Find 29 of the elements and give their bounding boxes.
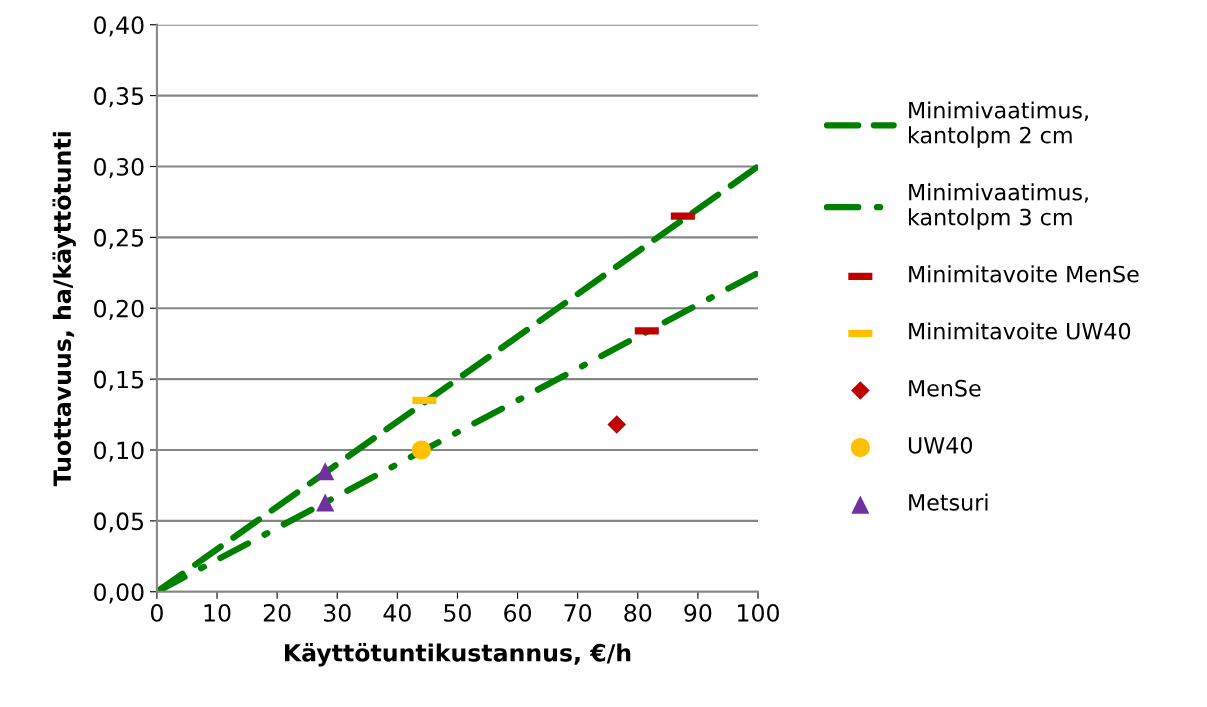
legend-label: Metsuri [909, 493, 988, 511]
x-tick-label: 50 [444, 603, 471, 622]
x-tick-label: 70 [564, 603, 592, 622]
x-tick-label: 10 [204, 603, 231, 622]
x-tick-label: 0 [150, 603, 163, 622]
y-tick-label: 0,05 [94, 512, 144, 533]
y-tick-label: 0,35 [94, 87, 144, 108]
y-tick-label: 0,15 [94, 370, 144, 391]
x-tick-label: 20 [263, 603, 291, 622]
y-tick-label: 0,30 [94, 157, 144, 179]
x-tick-label: 100 [738, 603, 779, 622]
x-tick-label: 80 [624, 603, 652, 622]
x-tick-label: 30 [324, 603, 351, 622]
y-tick-label: 0,20 [94, 299, 144, 320]
legend-label: UW40 [908, 436, 973, 454]
x-tick-label: 90 [684, 603, 712, 622]
y-tick-label: 0,40 [94, 16, 144, 37]
x-tick-label: 40 [383, 603, 411, 622]
legend-label: Minimitavoite MenSe [909, 265, 1139, 283]
y-tick-label: 0,00 [94, 583, 144, 604]
y-tick-label: 0,10 [94, 441, 144, 462]
x-tick-label: 60 [504, 603, 532, 622]
y-axis-title: Tuottavuus, ha/käyttötunti [52, 132, 76, 487]
legend-label: Minimivaatimus, kantolpm 2 cm [909, 101, 1088, 148]
legend-label: Minimitavoite UW40 [909, 322, 1131, 340]
y-tick-label: 0,25 [94, 228, 144, 250]
legend-label: Minimivaatimus, kantolpm 3 cm [909, 183, 1088, 230]
x-axis-title: Käyttötuntikustannus, €/h [284, 643, 631, 667]
legend-label: MenSe [909, 379, 981, 397]
